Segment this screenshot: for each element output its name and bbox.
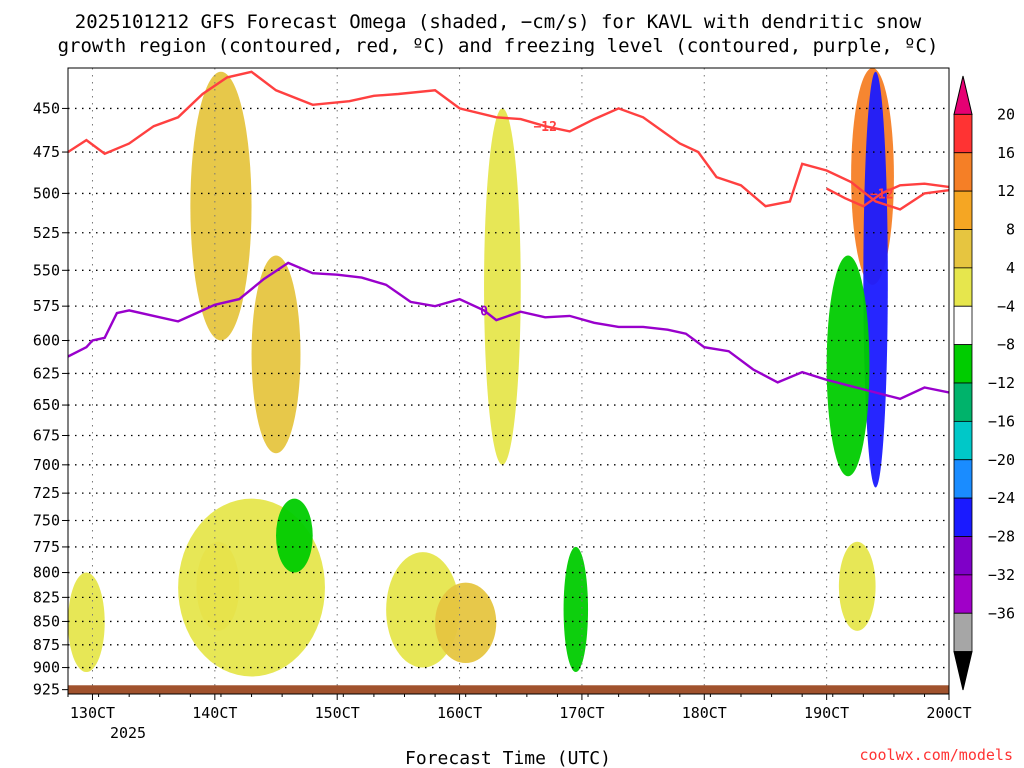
shade-omega-up-165oct-column xyxy=(484,108,521,465)
colorbar-swatch xyxy=(953,344,973,384)
colorbar-swatch xyxy=(953,113,973,154)
x-tick-label-190CT: 190CT xyxy=(804,704,849,722)
x-tick-label-160CT: 160CT xyxy=(437,704,482,722)
colorbar-tick-label: −32 xyxy=(988,566,1015,584)
y-tick-label-550: 550 xyxy=(33,261,60,279)
shade-omega-down-14oct-mid xyxy=(196,392,228,454)
y-tick-label-625: 625 xyxy=(33,364,60,382)
colorbar-arrow-top xyxy=(953,75,973,115)
colorbar-tick-label: −28 xyxy=(988,528,1015,546)
colorbar-tick-label: 8 xyxy=(1006,221,1015,239)
colorbar-swatch xyxy=(953,152,973,192)
shade-omega-down-145oct-low xyxy=(276,498,313,573)
y-tick-label-700: 700 xyxy=(33,456,60,474)
x-axis: 130CT 140CT 150CT 160CT 170CT 180CT 190CT 200CT xyxy=(67,694,972,722)
colorbar-tick-label: −20 xyxy=(988,451,1015,469)
y-tick-label-800: 800 xyxy=(33,564,60,582)
colorbar-tick-label: −12 xyxy=(988,374,1015,392)
shade-omega-up-13oct-low xyxy=(68,572,105,673)
colorbar-tick-label: 16 xyxy=(997,144,1015,162)
plot-frame xyxy=(67,67,950,695)
y-tick-label-875: 875 xyxy=(33,636,60,654)
y-tick-label-925: 925 xyxy=(33,681,60,699)
credit-text: coolwx.com/models xyxy=(859,746,1013,764)
colorbar-tick-label: 12 xyxy=(997,182,1015,200)
y-tick-label-600: 600 xyxy=(33,331,60,349)
y-tick-label-525: 525 xyxy=(33,224,60,242)
y-tick-label-825: 825 xyxy=(33,588,60,606)
contour-label-dendritic-bottom-storm: −12 xyxy=(870,187,893,202)
y-tick-label-675: 675 xyxy=(33,426,60,444)
colorbar-swatch xyxy=(953,267,973,307)
colorbar-swatch xyxy=(953,497,973,537)
y-tick-label-650: 650 xyxy=(33,396,60,414)
colorbar-swatch xyxy=(953,459,973,499)
chart-title-line-1: 2025101212 GFS Forecast Omega (shaded, −… xyxy=(75,11,922,33)
colorbar-arrow-bottom xyxy=(953,651,973,691)
y-tick-label-500: 500 xyxy=(33,184,60,202)
x-axis-label: Forecast Time (UTC) xyxy=(405,748,611,768)
x-tick-label-170CT: 170CT xyxy=(559,704,604,722)
y-tick-label-750: 750 xyxy=(33,511,60,529)
y-axis: 450 475 500 525 550 575 600 625 650 675 700 725 750 7… xyxy=(33,99,68,699)
shade-omega-down-195oct xyxy=(887,405,925,631)
shade-omega-up-19oct-low xyxy=(838,541,876,631)
terrain-band xyxy=(68,685,949,694)
y-tick-label-900: 900 xyxy=(33,659,60,677)
colorbar-tick-label: −4 xyxy=(997,297,1015,315)
y-tick-label-775: 775 xyxy=(33,538,60,556)
colorbar-tick-label: −16 xyxy=(988,412,1015,430)
colorbar-swatch xyxy=(953,574,973,614)
shade-omega-up-16oct-low xyxy=(435,582,497,664)
y-tick-label-850: 850 xyxy=(33,612,60,630)
colorbar-tick-label: 20 xyxy=(997,105,1015,123)
contour-freezing-level xyxy=(68,261,949,401)
colorbar-swatch xyxy=(953,229,973,269)
contour-label-dendritic-top: −12 xyxy=(533,120,556,135)
chart-title-line-2: growth region (contoured, red, ºC) and f… xyxy=(58,35,939,57)
y-tick-label-450: 450 xyxy=(33,99,60,117)
shade-omega-down-193oct-core xyxy=(863,71,888,488)
y-tick-label-475: 475 xyxy=(33,143,60,161)
shade-omega-up-145oct-column xyxy=(251,255,301,454)
y-tick-label-725: 725 xyxy=(33,484,60,502)
shade-omega-down-17oct xyxy=(563,546,589,673)
x-tick-label-180CT: 180CT xyxy=(682,704,727,722)
shade-omega-down-20oct-edge xyxy=(942,193,949,393)
colorbar-swatch xyxy=(953,305,973,346)
x-axis-year: 2025 xyxy=(110,724,146,742)
colorbar-tick-label: −8 xyxy=(997,336,1015,354)
colorbar-tick-label: 4 xyxy=(1006,259,1015,277)
colorbar: 20 16 12 8 4 −4 −8 −12 −16 −20 −24 −28 −32 −36 xyxy=(953,75,1015,691)
shade-omega-down-19oct-band xyxy=(826,255,870,477)
contour-dendritic-bottom-storm xyxy=(826,182,949,208)
x-tick-label-150CT: 150CT xyxy=(315,704,360,722)
shade-omega-up-14oct-column xyxy=(190,71,252,341)
colorbar-swatch xyxy=(953,382,973,422)
colorbar-swatch xyxy=(953,536,973,576)
colorbar-swatch xyxy=(953,612,973,653)
x-tick-label-130CT: 130CT xyxy=(70,704,115,722)
contour-dendritic-top xyxy=(68,70,949,211)
colorbar-tick-label: −36 xyxy=(988,604,1015,622)
x-tick-label-140CT: 140CT xyxy=(192,704,237,722)
x-tick-label-200CT: 200CT xyxy=(926,704,971,722)
contour-label-freezing-level: 0 xyxy=(480,304,488,319)
colorbar-tick-label: −24 xyxy=(988,489,1015,507)
colorbar-swatch xyxy=(953,190,973,230)
y-tick-label-575: 575 xyxy=(33,297,60,315)
plot-area: −12 −12 0 xyxy=(67,67,950,695)
colorbar-swatch xyxy=(953,420,973,461)
